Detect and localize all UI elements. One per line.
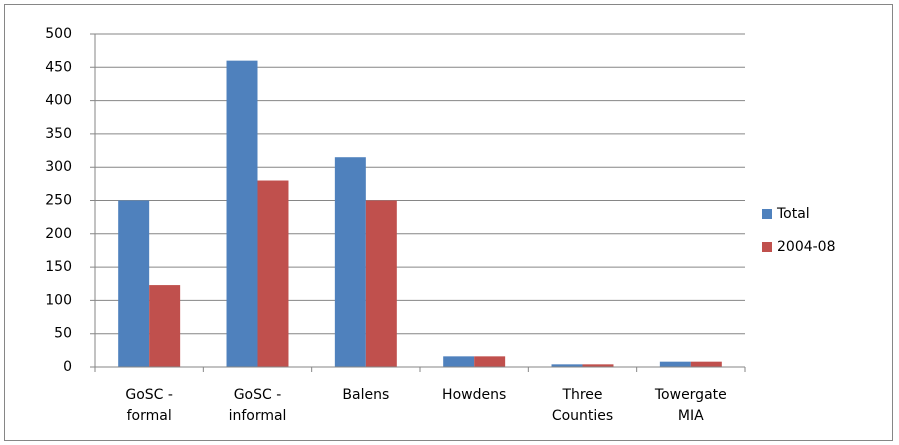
y-tick-label: 350 [45,126,72,142]
legend-label: Total [776,206,810,222]
x-tick-label: GoSC -informal [229,387,287,424]
x-tick-label: Three Counties [552,387,613,424]
x-tick-label: Balens [342,387,389,403]
bar [690,361,722,367]
bar [551,364,583,367]
bar [365,200,397,367]
x-tick-label: Howdens [442,387,506,403]
bar [257,180,289,367]
bar [334,157,366,367]
bar [659,361,691,367]
y-tick-label: 200 [45,226,72,242]
bar [149,285,181,367]
legend-swatch [762,242,772,252]
y-tick-label: 100 [45,292,72,308]
y-tick-label: 250 [45,193,72,209]
legend-swatch [762,209,772,219]
bar [443,356,475,367]
bar [226,60,258,367]
y-tick-label: 500 [45,26,72,42]
bar [582,364,614,367]
x-tick-label: Towergate MIA [654,387,727,424]
y-tick-label: 450 [45,59,72,75]
x-tick-label: GoSC -formal [125,387,173,424]
bar [118,200,150,367]
y-tick-label: 50 [54,326,72,342]
y-tick-label: 300 [45,159,72,175]
y-tick-label: 150 [45,259,72,275]
y-tick-label: 0 [63,359,72,375]
y-tick-label: 400 [45,93,72,109]
legend-label: 2004-08 [777,239,836,255]
bar [474,356,506,367]
